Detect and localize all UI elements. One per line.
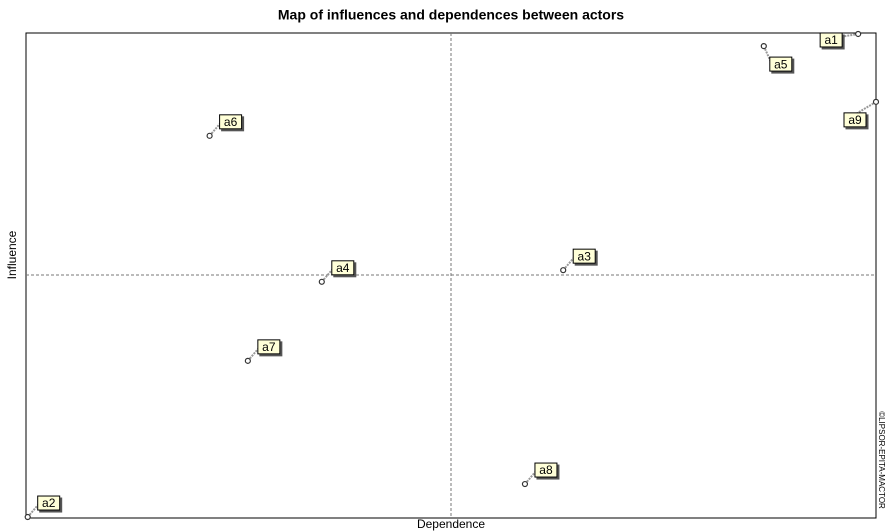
label-box xyxy=(572,248,596,264)
point xyxy=(244,357,251,364)
label-box xyxy=(219,114,243,130)
label-box xyxy=(843,112,867,128)
point-label: a4 xyxy=(336,261,350,275)
point xyxy=(760,42,767,50)
label-box xyxy=(37,495,61,511)
point-label: a3 xyxy=(578,249,592,263)
point-label: a7 xyxy=(262,340,276,354)
y-axis-label: Influence xyxy=(5,230,19,279)
point xyxy=(521,480,529,488)
x-axis-label: Dependence xyxy=(417,517,485,531)
point-label: a6 xyxy=(224,115,238,129)
label-box xyxy=(257,339,281,355)
point xyxy=(872,98,880,105)
point-label: a2 xyxy=(42,496,56,510)
point-label: a8 xyxy=(539,463,553,477)
label-box xyxy=(331,260,355,276)
point xyxy=(855,30,862,38)
point-label: a1 xyxy=(824,33,838,47)
point xyxy=(206,132,213,139)
point xyxy=(24,513,31,521)
watermark: ©LIPSOR-EPITA-MACTOR xyxy=(877,411,886,509)
label-box xyxy=(819,32,843,48)
point xyxy=(318,278,325,285)
label-box xyxy=(769,56,793,72)
points: a1 a2 a3 a4 a5 a6 a7 a8 a9 xyxy=(24,30,880,521)
point-label: a5 xyxy=(774,57,788,71)
point xyxy=(560,267,567,274)
label-box xyxy=(534,462,558,478)
point-label: a9 xyxy=(848,113,862,127)
chart-title: Map of influences and dependences betwee… xyxy=(278,7,624,23)
